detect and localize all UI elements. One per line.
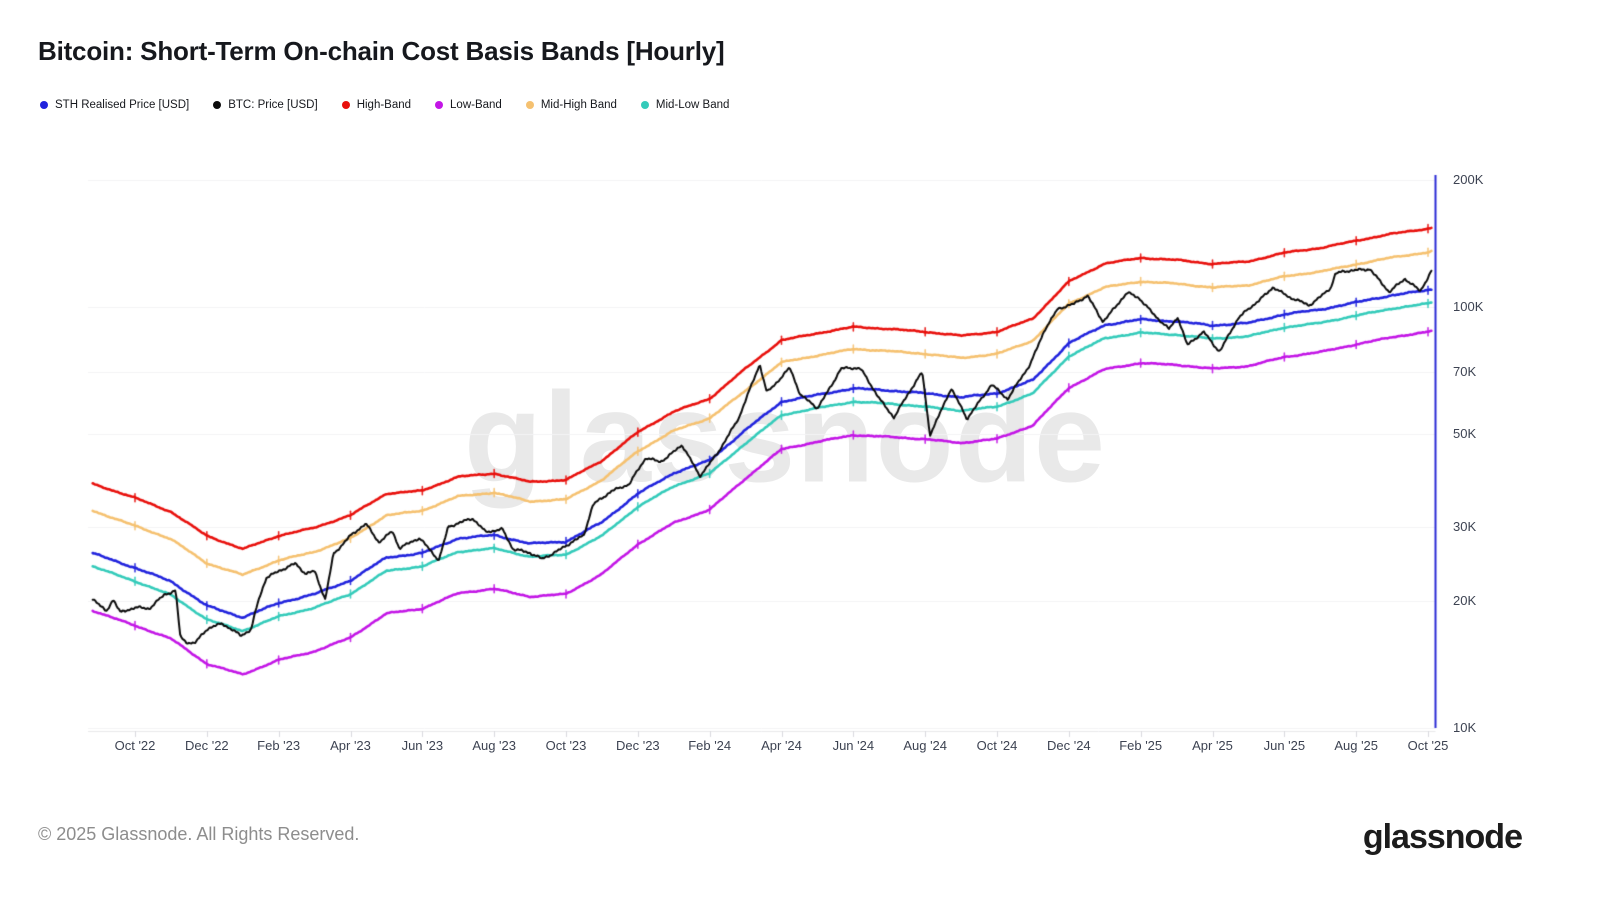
price-chart-canvas[interactable] xyxy=(0,0,1600,790)
footer-copyright: © 2025 Glassnode. All Rights Reserved. xyxy=(38,824,360,844)
glassnode-logo: glassnode xyxy=(1362,818,1523,856)
